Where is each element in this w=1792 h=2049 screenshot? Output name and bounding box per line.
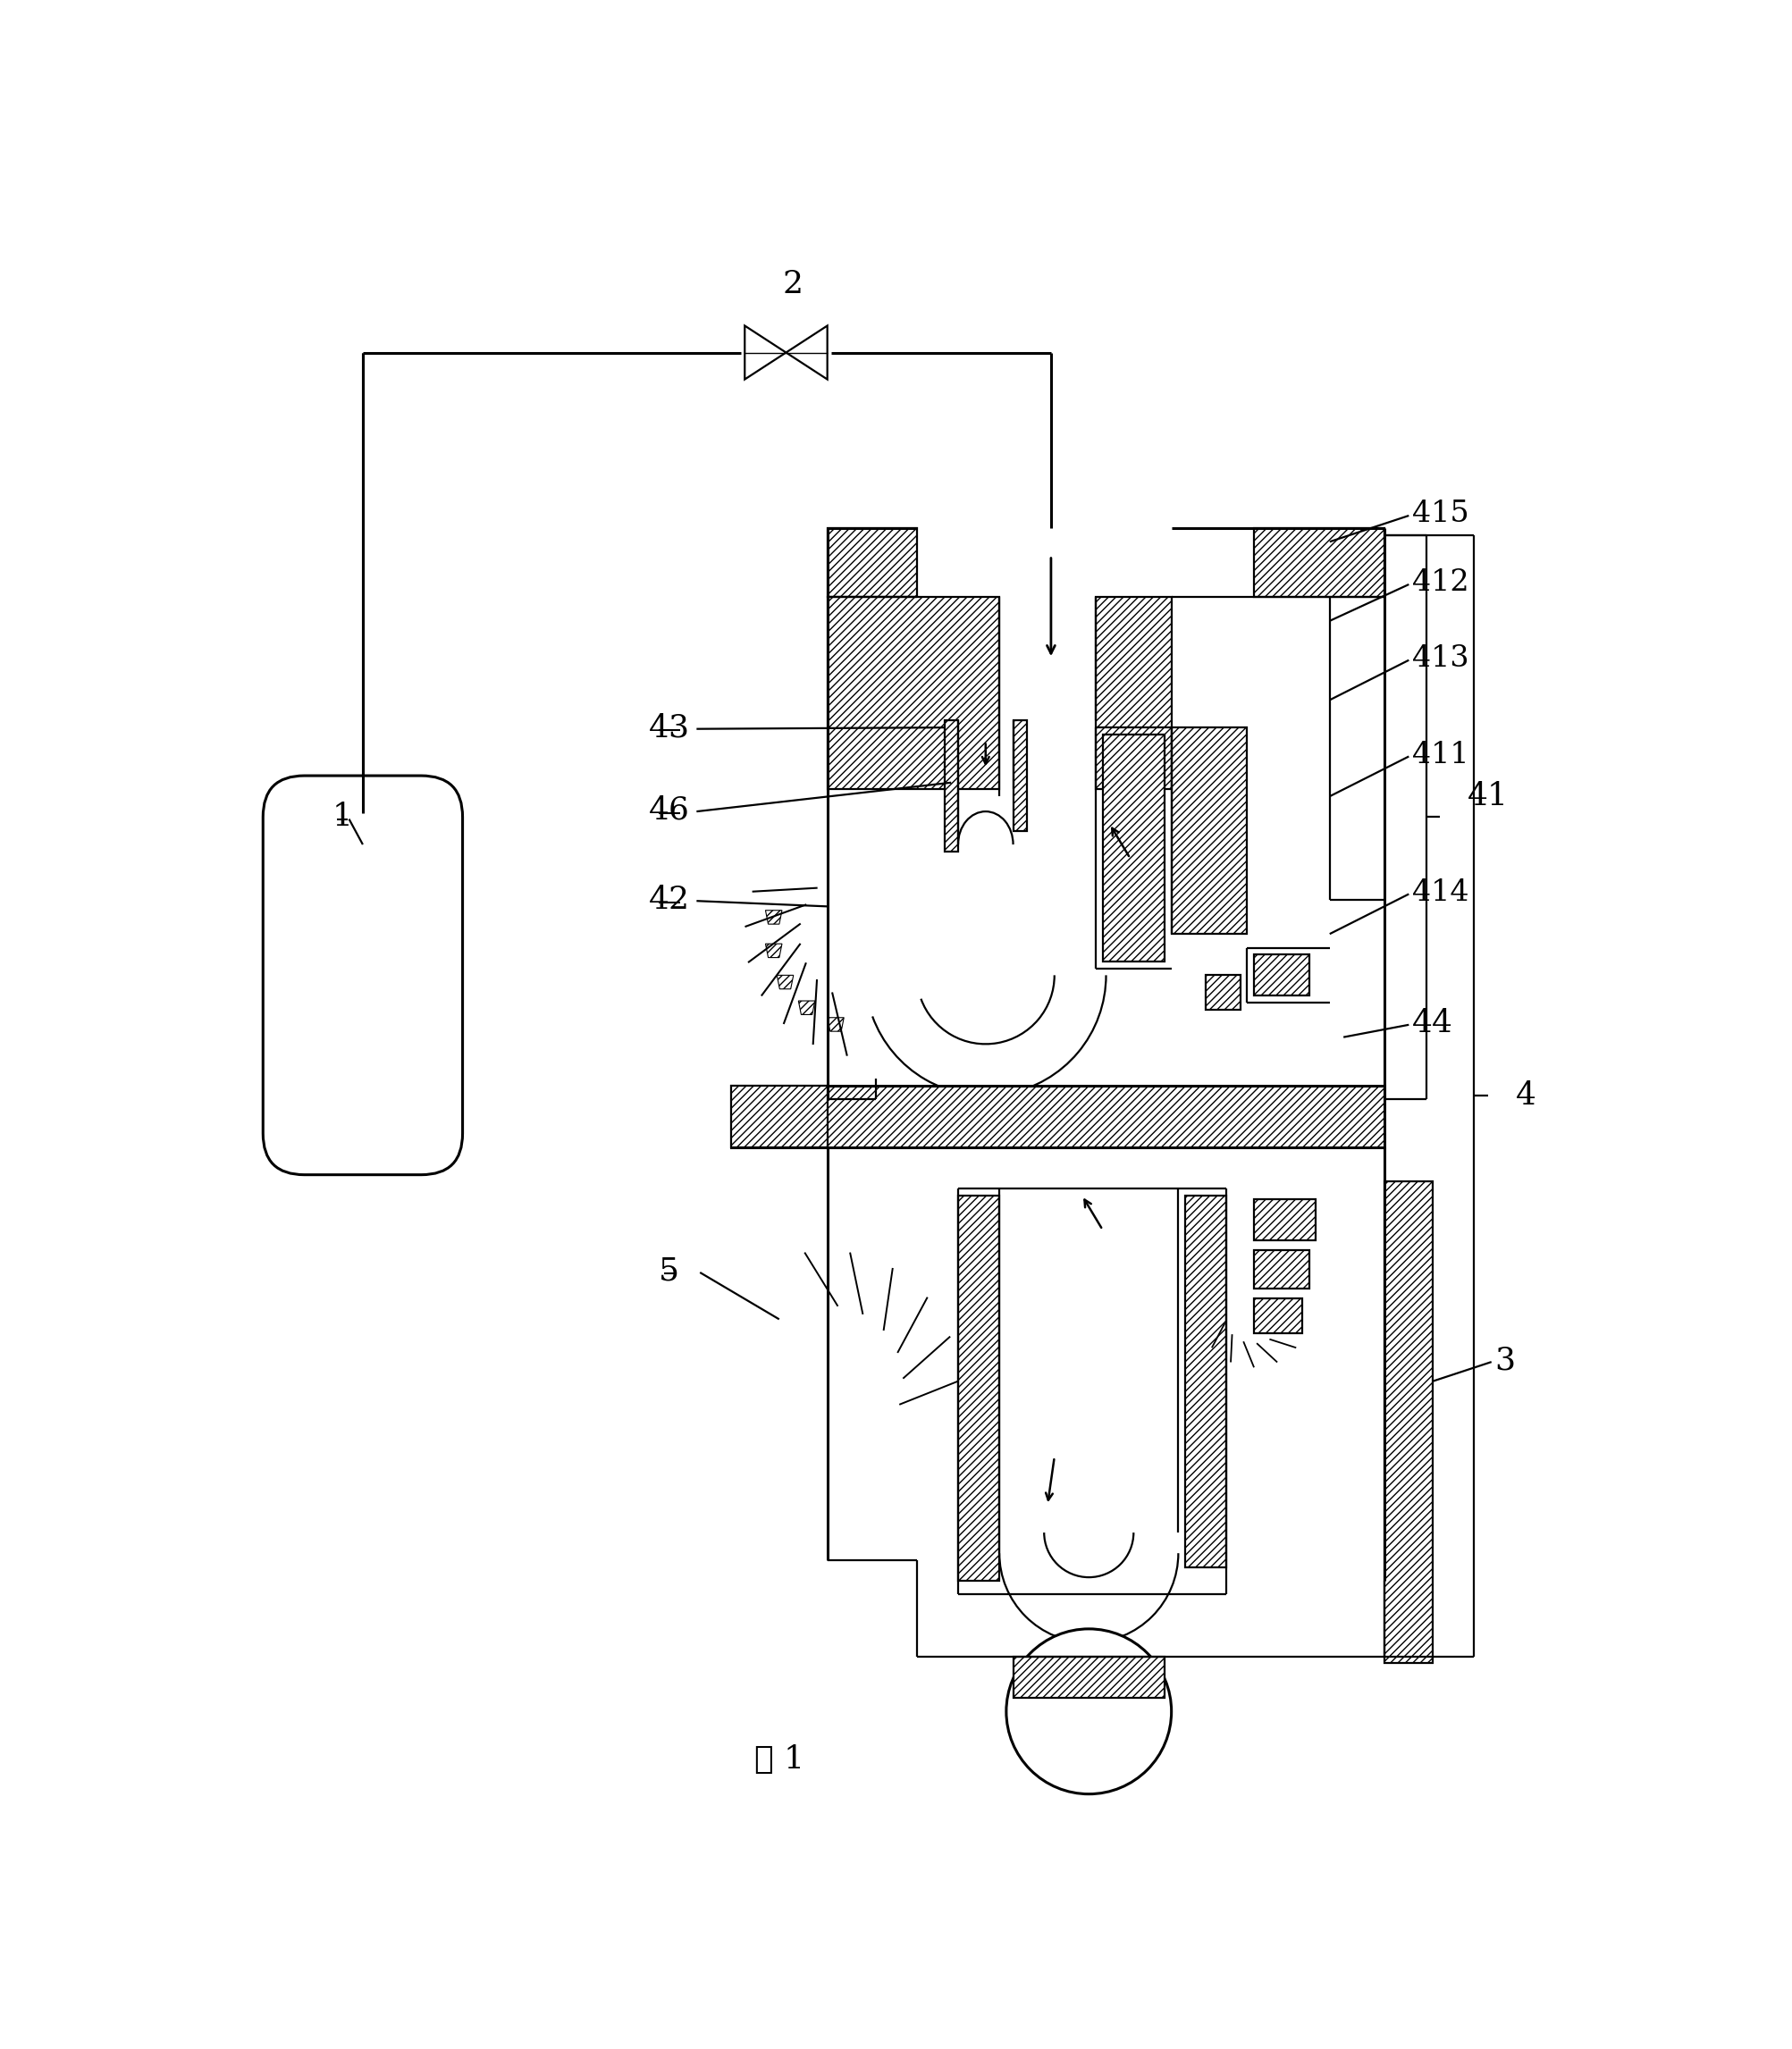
Bar	[1253, 1199, 1315, 1240]
Text: 5: 5	[658, 1256, 679, 1287]
Polygon shape	[826, 1018, 844, 1031]
Text: 41: 41	[1466, 781, 1507, 811]
Bar	[1253, 1299, 1301, 1334]
Bar	[1095, 596, 1170, 789]
Text: 1: 1	[332, 801, 353, 832]
Text: 4: 4	[1514, 1080, 1536, 1111]
Bar	[1012, 721, 1027, 830]
FancyBboxPatch shape	[263, 777, 462, 1174]
Bar	[1383, 1182, 1432, 1664]
Polygon shape	[765, 910, 781, 924]
Text: 3: 3	[1495, 1346, 1514, 1375]
Bar	[826, 596, 998, 789]
Bar	[1012, 1656, 1165, 1699]
Bar	[731, 1086, 1383, 1147]
Bar	[826, 529, 916, 596]
Polygon shape	[776, 975, 794, 990]
Circle shape	[1005, 1629, 1170, 1795]
Bar	[1102, 734, 1165, 961]
Polygon shape	[744, 326, 785, 379]
Polygon shape	[785, 326, 826, 379]
Text: 2: 2	[783, 268, 803, 299]
Bar	[1253, 955, 1308, 996]
Text: 44: 44	[1412, 1008, 1453, 1039]
Text: 412: 412	[1412, 570, 1468, 598]
Bar	[1206, 975, 1240, 1010]
Text: 414: 414	[1412, 879, 1468, 908]
Polygon shape	[797, 1000, 815, 1014]
Bar	[1253, 529, 1383, 596]
Bar	[1253, 1250, 1308, 1289]
Text: 415: 415	[1412, 500, 1468, 529]
Bar	[1185, 1195, 1226, 1567]
Text: 46: 46	[649, 795, 690, 826]
Bar	[1170, 727, 1247, 934]
Text: 图 1: 图 1	[754, 1744, 805, 1774]
Bar	[944, 721, 957, 852]
Text: 42: 42	[649, 885, 690, 914]
Text: 43: 43	[649, 713, 690, 742]
Bar	[957, 1195, 998, 1580]
Polygon shape	[765, 945, 781, 957]
Text: 413: 413	[1412, 645, 1468, 672]
Text: 411: 411	[1412, 742, 1468, 768]
Bar	[731, 1086, 826, 1147]
